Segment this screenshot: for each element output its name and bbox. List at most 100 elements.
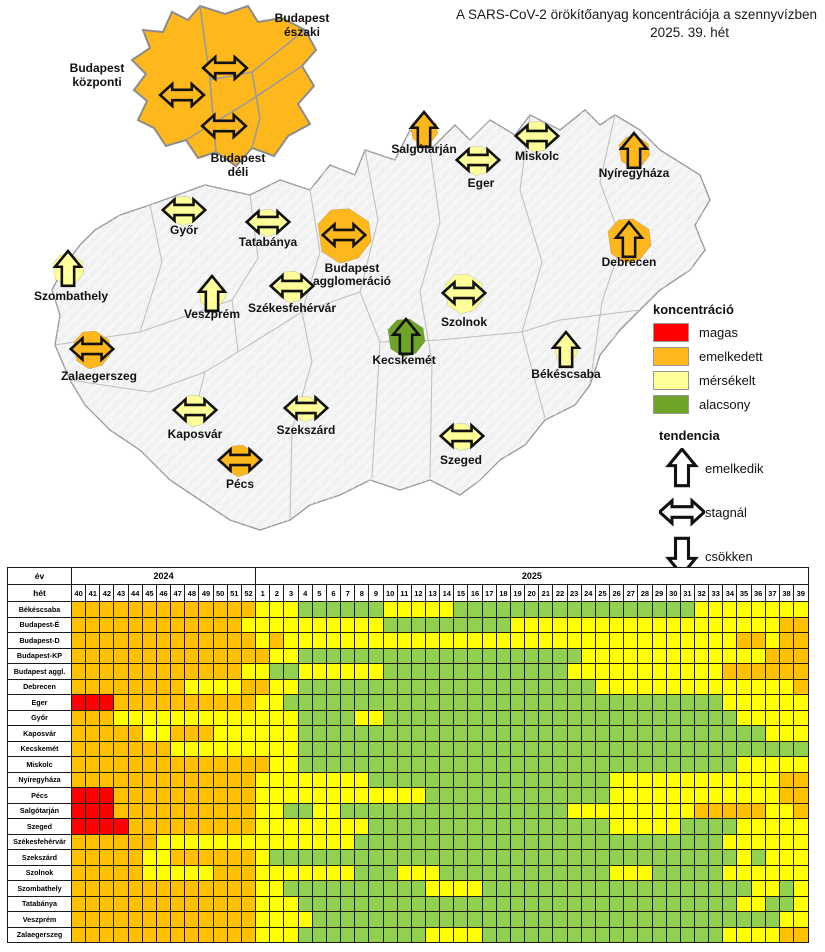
heatmap-cell — [170, 771, 186, 788]
heatmap-cell — [637, 632, 653, 649]
heatmap-cell — [736, 647, 752, 664]
heatmap-cell — [240, 725, 257, 742]
heatmap-cell — [368, 787, 384, 804]
heatmap-cell — [509, 880, 526, 897]
heatmap-cell — [212, 616, 228, 633]
heatmap-cell — [340, 663, 356, 680]
heatmap-cell — [566, 911, 582, 928]
map-city-miskolc: Miskolc — [514, 120, 560, 163]
heatmap-cell — [566, 833, 582, 850]
city-label: Veszprém — [184, 307, 240, 321]
week-number: 6 — [325, 584, 342, 602]
heatmap-cell — [736, 725, 752, 742]
heatmap-cell — [764, 849, 780, 866]
heatmap-cell — [354, 756, 370, 773]
heatmap-cell — [255, 663, 271, 680]
heatmap-cell — [439, 663, 455, 680]
heatmap-cell — [722, 911, 738, 928]
week-number: 23 — [566, 584, 582, 602]
row-label: Budapest aggl. — [7, 663, 72, 680]
heatmap-cell — [722, 709, 738, 726]
legend-trend-label: stagnál — [705, 504, 747, 520]
heatmap-cell — [70, 601, 87, 618]
heatmap-cell — [70, 632, 87, 649]
heatmap-cell — [99, 771, 115, 788]
heatmap-cell — [778, 771, 795, 788]
week-number: 21 — [538, 584, 554, 602]
heatmap-cell — [283, 880, 299, 897]
heatmap-cell — [453, 849, 469, 866]
heatmap-cell — [637, 926, 653, 943]
heatmap-cell — [184, 849, 200, 866]
legend-level-magas: magas — [653, 323, 823, 342]
title-line2: 2025. 39. hét — [650, 25, 729, 41]
heatmap-cell — [750, 926, 766, 943]
heatmap-cell — [255, 880, 271, 897]
heatmap-cell — [113, 787, 129, 804]
heatmap-cell — [665, 864, 681, 881]
week-number: 2 — [269, 584, 285, 602]
heatmap-cell — [113, 709, 129, 726]
heatmap-cell — [778, 895, 795, 912]
heatmap-cell — [240, 926, 257, 943]
heatmap-row-szolnok: Szolnok — [7, 864, 809, 881]
heatmap-cell — [410, 632, 427, 649]
heatmap-cell — [439, 911, 455, 928]
heatmap-cell — [566, 802, 582, 819]
heatmap-cell — [538, 802, 554, 819]
heatmap-cell — [793, 756, 809, 773]
heatmap-cell — [85, 880, 101, 897]
heatmap-cell — [226, 694, 242, 711]
heatmap-row-kaposv-r: Kaposvár — [7, 725, 809, 742]
heatmap-cell — [255, 632, 271, 649]
heatmap-cell — [566, 601, 582, 618]
heatmap-cell — [354, 818, 370, 835]
city-label: Székesfehérvár — [248, 301, 336, 315]
heatmap-cell — [382, 709, 398, 726]
heatmap-cell — [311, 647, 327, 664]
heatmap-cell — [382, 678, 398, 695]
week-number: 15 — [453, 584, 469, 602]
heatmap-cell — [283, 787, 299, 804]
heatmap-cell — [538, 880, 554, 897]
heatmap-cell — [212, 802, 228, 819]
heatmap-cell — [580, 663, 596, 680]
heatmap-cell — [240, 601, 257, 618]
heatmap-cell — [594, 663, 611, 680]
heatmap-cell — [155, 709, 172, 726]
week-number: 40 — [70, 584, 87, 602]
heatmap-cell — [609, 880, 625, 897]
heatmap-cell — [509, 678, 526, 695]
row-label: Budapest-É — [7, 616, 72, 633]
heatmap-cell — [623, 725, 639, 742]
heatmap-cell — [736, 895, 752, 912]
heatmap-cell — [495, 632, 511, 649]
heatmap-cell — [708, 740, 724, 757]
heatmap-cell — [793, 632, 809, 649]
heatmap-cell — [623, 616, 639, 633]
heatmap-cell — [665, 771, 681, 788]
heatmap-cell — [85, 818, 101, 835]
heatmap-cell — [198, 787, 214, 804]
heatmap-cell — [793, 725, 809, 742]
heatmap-cell — [198, 740, 214, 757]
heatmap-cell — [481, 647, 497, 664]
heatmap-cell — [609, 694, 625, 711]
heatmap-cell — [113, 771, 129, 788]
heatmap-cell — [198, 926, 214, 943]
heatmap-cell — [580, 926, 596, 943]
heatmap-cell — [368, 740, 384, 757]
week-number: 7 — [340, 584, 356, 602]
heatmap-cell — [340, 880, 356, 897]
heatmap-cell — [184, 895, 200, 912]
heatmap-row-budapest-: Budapest-É — [7, 616, 809, 633]
heatmap-cell — [198, 911, 214, 928]
heatmap-cell — [184, 771, 200, 788]
heatmap-cell — [552, 864, 568, 881]
heatmap-cell — [127, 787, 143, 804]
heatmap-cell — [679, 678, 695, 695]
heatmap-cell — [325, 895, 342, 912]
heatmap-cell — [325, 926, 342, 943]
heatmap-cell — [594, 616, 611, 633]
heatmap-cell — [311, 895, 327, 912]
